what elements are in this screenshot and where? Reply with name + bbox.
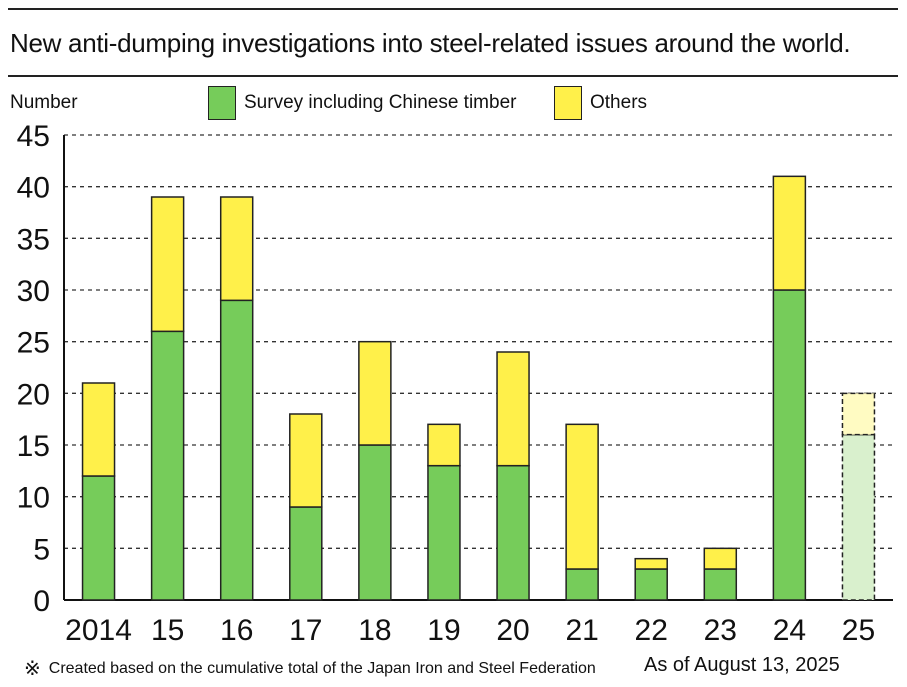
x-tick-label: 2014: [65, 614, 132, 647]
bar-segment-chinese: [565, 568, 599, 601]
y-tick-label: 30: [17, 275, 50, 308]
bar-segment-others: [496, 351, 530, 467]
x-tick-label: 15: [151, 614, 184, 647]
x-tick-label: 23: [704, 614, 737, 647]
bar-segment-others: [219, 196, 254, 302]
bar-segment-others: [358, 340, 392, 446]
bar-segment-others: [427, 423, 461, 467]
bar-segment-chinese: [81, 475, 116, 601]
bar-segment-others: [772, 175, 807, 291]
bar-segment-chinese: [289, 506, 323, 601]
y-tick-label: 0: [33, 585, 50, 618]
bar-segment-chinese: [358, 444, 392, 601]
bar-segment-others: [81, 382, 116, 477]
bar-segment-chinese: [496, 464, 530, 601]
x-tick-label: 25: [842, 614, 875, 647]
y-tick-label: 20: [17, 378, 50, 411]
bar-segment-others: [150, 196, 185, 333]
top-rule: [8, 8, 898, 10]
bar-segment-others: [841, 392, 876, 436]
bar-segment-chinese: [427, 464, 461, 601]
y-tick-label: 25: [17, 327, 50, 360]
x-tick-label: 20: [496, 614, 529, 647]
bar-segment-chinese: [634, 568, 668, 601]
x-tick-label: 24: [773, 614, 806, 647]
legend-label-others: Others: [590, 92, 648, 113]
y-tick-label: 45: [17, 120, 50, 153]
footnote-mark: ※: [24, 658, 41, 680]
bar-segment-others: [703, 547, 738, 570]
bar-segment-others: [634, 557, 668, 570]
x-tick-label: 21: [565, 614, 598, 647]
legend-swatch-yellow: [554, 86, 582, 120]
x-tick-label: 18: [358, 614, 391, 647]
legend-item-chinese: Survey including Chinese timber: [208, 86, 516, 120]
x-tick-label: 22: [635, 614, 668, 647]
bar-segment-chinese: [150, 330, 185, 601]
chart-title: New anti-dumping investigations into ste…: [10, 28, 851, 58]
y-tick-label: 10: [17, 482, 50, 515]
x-tick-label: 16: [220, 614, 253, 647]
footnote: ※ Created based on the cumulative total …: [24, 656, 596, 681]
y-axis-label: Number: [10, 92, 78, 113]
footnote-text: Created based on the cumulative total of…: [48, 659, 596, 677]
bar-segment-chinese: [703, 568, 738, 601]
legend-swatch-green: [208, 86, 236, 120]
bar-segment-chinese: [841, 433, 876, 601]
title-rule: [8, 75, 898, 77]
y-tick-label: 5: [33, 533, 50, 566]
bar-segment-chinese: [772, 289, 807, 601]
y-tick-label: 35: [17, 223, 50, 256]
y-tick-label: 40: [17, 172, 50, 205]
as-of-date: As of August 13, 2025: [644, 654, 840, 676]
x-tick-label: 17: [289, 614, 322, 647]
legend-label-chinese: Survey including Chinese timber: [244, 92, 517, 113]
bar-segment-chinese: [219, 299, 254, 601]
bar-segment-others: [289, 413, 323, 508]
bar-segment-others: [565, 423, 599, 570]
x-tick-label: 19: [427, 614, 460, 647]
legend-item-others: Others: [554, 86, 647, 120]
y-tick-label: 15: [17, 430, 50, 463]
